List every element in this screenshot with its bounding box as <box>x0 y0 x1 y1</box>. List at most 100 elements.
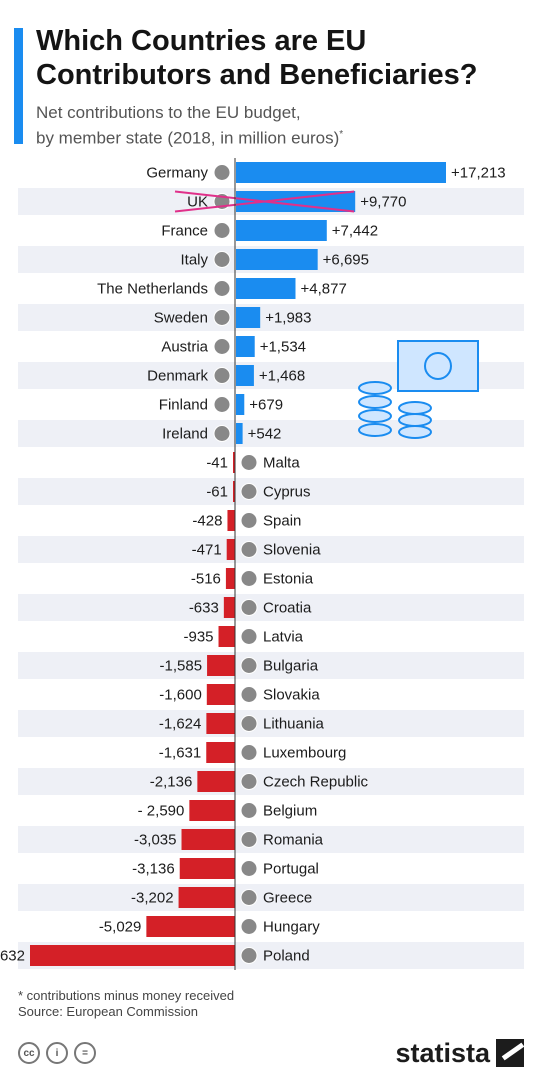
no-derivatives-icon[interactable]: = <box>74 1042 96 1064</box>
flag-icon <box>240 483 258 500</box>
subtitle-line-2: by member state (2018, in million euros) <box>36 128 340 148</box>
bar-estonia <box>225 568 235 589</box>
bar-luxembourg <box>206 742 235 763</box>
flag-icon <box>213 280 231 297</box>
coin-icon <box>358 395 392 409</box>
flag-icon <box>213 251 231 268</box>
bar-latvia <box>218 626 235 647</box>
flag-icon <box>213 396 231 413</box>
flag-icon <box>240 889 258 906</box>
bar-germany <box>236 162 446 183</box>
row-band <box>18 304 524 331</box>
category-label: Portugal <box>263 861 319 878</box>
banknote-icon <box>397 340 479 392</box>
money-illustration <box>358 340 479 439</box>
value-label: -61 <box>206 484 228 501</box>
bar-lithuania <box>206 713 235 734</box>
value-label: +7,442 <box>332 223 378 240</box>
row-band <box>18 768 524 795</box>
bar-spain <box>227 510 235 531</box>
flag-icon <box>240 570 258 587</box>
bar-uk <box>236 191 356 212</box>
flag-icon <box>213 338 231 355</box>
bar-romania <box>181 829 235 850</box>
subtitle-footnote-mark: * <box>339 129 344 140</box>
flag-icon <box>213 309 231 326</box>
category-label: Austria <box>161 339 208 356</box>
category-label: Sweden <box>154 310 208 327</box>
value-label: +1,534 <box>260 339 306 356</box>
category-label: Croatia <box>263 600 312 617</box>
category-label: Lithuania <box>263 716 325 733</box>
bar-austria <box>236 336 255 357</box>
category-label: Slovakia <box>263 687 320 704</box>
footer-row: cc i = statista <box>18 1038 524 1068</box>
value-label: -11,632 <box>0 948 25 965</box>
strike-line <box>174 190 355 213</box>
row-band <box>18 652 524 679</box>
category-label: France <box>161 223 208 240</box>
chart-subtitle: Net contributions to the EU budget, by m… <box>36 102 526 150</box>
value-label: -633 <box>189 600 219 617</box>
bar-sweden <box>236 307 261 328</box>
value-label: +1,983 <box>265 310 311 327</box>
flag-icon <box>240 860 258 877</box>
flag-icon <box>240 802 258 819</box>
flag-icon <box>240 657 258 674</box>
flag-icon <box>240 599 258 616</box>
bar-croatia <box>223 597 235 618</box>
chart-title: Which Countries are EU Contributors and … <box>36 25 478 91</box>
category-label: Spain <box>263 513 301 530</box>
coin-icon <box>358 381 392 395</box>
flag-icon <box>213 367 231 384</box>
bar-portugal <box>179 858 235 879</box>
value-label: -935 <box>183 629 213 646</box>
category-label: UK <box>187 194 208 211</box>
source-line: Source: European Commission <box>18 1004 198 1019</box>
row-band <box>18 884 524 911</box>
license-icons: cc i = <box>18 1042 96 1064</box>
value-label: -471 <box>192 542 222 559</box>
category-label: The Netherlands <box>97 281 208 298</box>
coin-icon <box>358 409 392 423</box>
category-label: Finland <box>159 397 208 414</box>
bar-hungary <box>146 916 235 937</box>
statista-logo[interactable]: statista <box>395 1038 524 1069</box>
flag-icon <box>240 686 258 703</box>
title-accent-bar <box>14 28 23 144</box>
category-label: Poland <box>263 948 310 965</box>
category-label: Czech Republic <box>263 774 369 791</box>
category-label: Italy <box>180 252 208 269</box>
banknote-center-icon <box>424 352 452 380</box>
value-label: +6,695 <box>323 252 369 269</box>
value-label: -3,136 <box>132 861 175 878</box>
flag-icon <box>213 164 231 181</box>
row-band <box>18 420 524 447</box>
bar-italy <box>236 249 318 270</box>
flag-icon <box>240 918 258 935</box>
statista-mark-icon <box>496 1039 524 1067</box>
category-label: Malta <box>263 455 300 472</box>
value-label: -1,585 <box>160 658 203 675</box>
cc-icon[interactable]: cc <box>18 1042 40 1064</box>
category-label: Luxembourg <box>263 745 346 762</box>
brand-name: statista <box>395 1037 490 1068</box>
value-label: +17,213 <box>451 165 506 182</box>
category-label: Germany <box>146 165 208 182</box>
row-band <box>18 826 524 853</box>
bar-greece <box>178 887 235 908</box>
bar-slovakia <box>206 684 235 705</box>
value-label: -41 <box>206 455 228 472</box>
flag-icon <box>240 454 258 471</box>
value-label: -1,600 <box>159 687 202 704</box>
value-label: -2,136 <box>150 774 193 791</box>
flag-icon <box>240 947 258 964</box>
bar-france <box>236 220 327 241</box>
bar-belgium <box>189 800 235 821</box>
bar-malta <box>233 452 235 473</box>
coin-icon <box>358 423 392 437</box>
value-label: +542 <box>248 426 282 443</box>
value-label: - 2,590 <box>138 803 185 820</box>
category-label: Denmark <box>147 368 208 385</box>
attribution-icon[interactable]: i <box>46 1042 68 1064</box>
